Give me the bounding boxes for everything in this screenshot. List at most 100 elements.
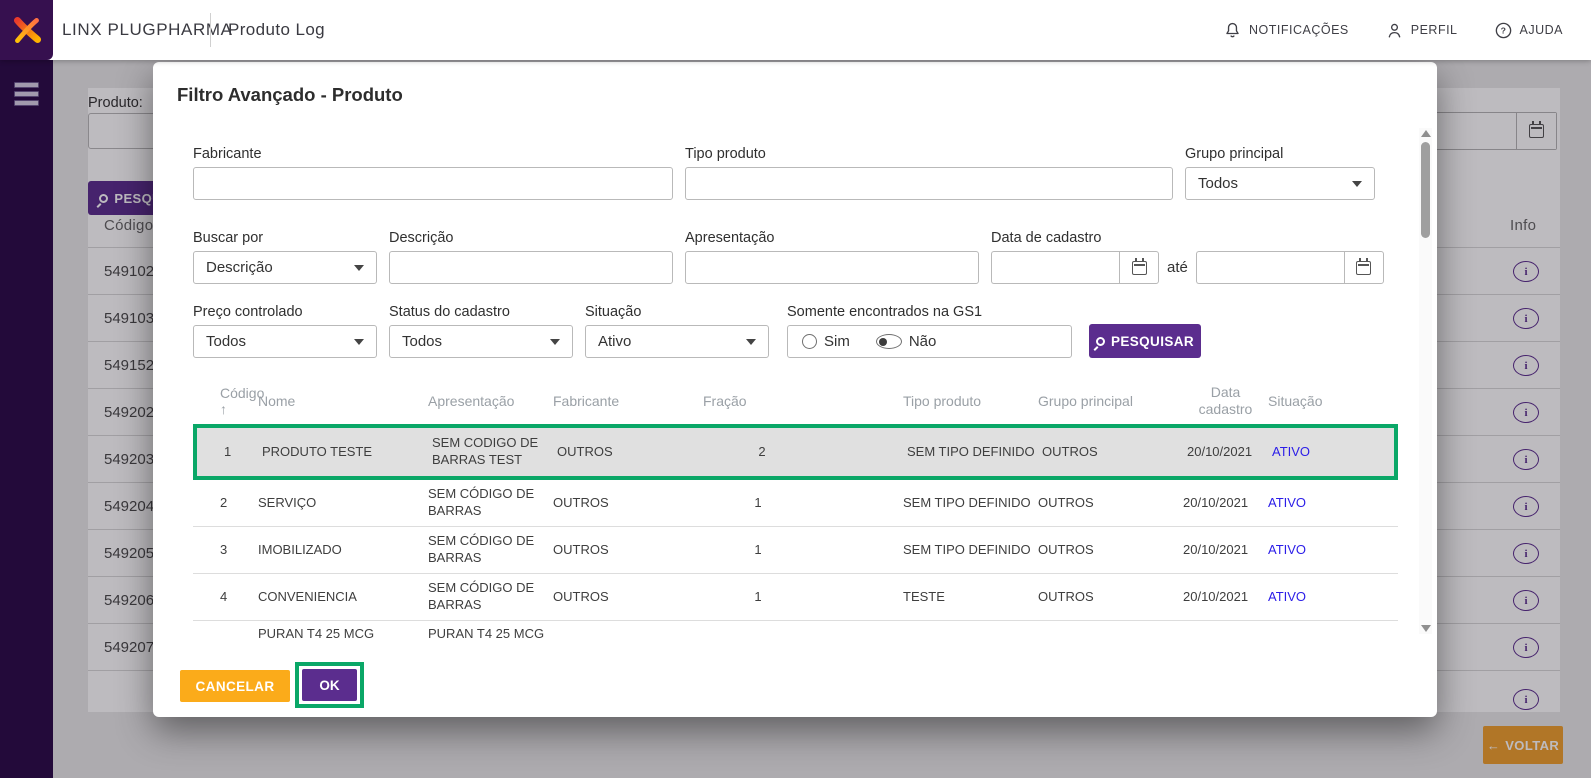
profile-button[interactable]: PERFIL: [1385, 21, 1458, 40]
chevron-down-icon: [1352, 180, 1362, 187]
col-header-apresentacao[interactable]: Apresentação: [428, 393, 515, 409]
cell-nome: PRODUTO TESTE: [262, 443, 373, 459]
cell-nome: IMOBILIZADO: [258, 541, 342, 557]
ok-button-highlight: OK: [295, 662, 364, 708]
arrow-left-icon: ←: [1486, 737, 1501, 753]
info-icon[interactable]: i: [1513, 590, 1539, 611]
search-icon: [99, 193, 109, 203]
brand-name: LINX PLUGPHARMA: [62, 20, 233, 39]
col-header-data-cadastro[interactable]: Data cadastro: [1198, 383, 1253, 418]
table-row[interactable]: 3 IMOBILIZADO SEM CÓDIGO DE BARRAS OUTRO…: [193, 527, 1398, 574]
filtro-avancado-modal: Filtro Avançado - Produto Fabricante Tip…: [153, 62, 1437, 717]
preco-controlado-select[interactable]: Todos: [193, 325, 377, 358]
sidebar: [0, 0, 53, 778]
col-header-fracao[interactable]: Fração: [703, 393, 747, 409]
table-row[interactable]: 4 CONVENIENCIA SEM CÓDIGO DE BARRAS OUTR…: [193, 574, 1398, 621]
col-header-fabricante[interactable]: Fabricante: [553, 393, 620, 409]
calendar-button[interactable]: [1516, 113, 1556, 149]
info-icon[interactable]: i: [1513, 496, 1539, 517]
cell-tipo-produto: SEM TIPO DEFINIDO: [903, 541, 1031, 557]
table-row-selected[interactable]: 1 PRODUTO TESTE SEM CODIGO DE BARRAS TES…: [193, 424, 1398, 480]
app-header: LINX PLUGPHARMA Produto Log NOTIFICAÇÕES…: [0, 0, 1591, 60]
chevron-down-icon: [354, 338, 364, 345]
bg-code-cell: 549204: [104, 498, 155, 515]
col-header-nome[interactable]: Nome: [258, 393, 296, 409]
info-icon[interactable]: i: [1513, 449, 1539, 470]
descricao-input[interactable]: [389, 251, 673, 284]
ok-button[interactable]: OK: [302, 669, 357, 701]
grupo-principal-label: Grupo principal: [1185, 146, 1284, 162]
data-cadastro-ate-input[interactable]: [1195, 251, 1344, 284]
bell-icon: [1226, 22, 1239, 37]
cell-fabricante: OUTROS: [553, 588, 609, 604]
status-cadastro-select[interactable]: Todos: [389, 325, 573, 358]
col-header-tipo-produto[interactable]: Tipo produto: [903, 393, 982, 409]
linx-logo-icon: [13, 16, 41, 44]
preco-controlado-label: Preço controlado: [193, 304, 303, 320]
info-icon[interactable]: i: [1513, 637, 1539, 658]
table-row[interactable]: PURAN T4 25 MCG PURAN T4 25 MCG: [193, 621, 1398, 641]
info-icon[interactable]: i: [1513, 261, 1539, 282]
col-header-grupo-principal[interactable]: Grupo principal: [1038, 393, 1133, 409]
tipo-produto-input[interactable]: [685, 167, 1173, 200]
cell-tipo-produto: SEM TIPO DEFINIDO: [903, 494, 1031, 510]
voltar-button[interactable]: ← VOLTAR: [1483, 726, 1563, 764]
scroll-down-icon[interactable]: [1421, 625, 1431, 632]
data-cadastro-de-input[interactable]: [991, 251, 1119, 284]
col-header-codigo[interactable]: Código ↑: [220, 385, 265, 417]
scrollbar-thumb[interactable]: [1421, 142, 1430, 238]
cell-data-cadastro: 20/10/2021: [1183, 588, 1249, 604]
gs1-radio-group: Sim Não: [787, 325, 1072, 358]
scroll-up-icon[interactable]: [1421, 130, 1431, 137]
apresentacao-input[interactable]: [685, 251, 979, 284]
menu-icon[interactable]: [14, 82, 39, 109]
info-icon[interactable]: i: [1513, 543, 1539, 564]
header-divider: [210, 13, 211, 47]
cancel-button[interactable]: CANCELAR: [180, 670, 290, 702]
cell-fracao: 1: [754, 588, 762, 604]
bg-code-cell: 549205: [104, 545, 155, 562]
cell-fabricante: OUTROS: [553, 494, 609, 510]
cell-fracao: 1: [754, 541, 762, 557]
cell-data-cadastro: 20/10/2021: [1183, 541, 1249, 557]
fabricante-input[interactable]: [193, 167, 673, 200]
calendar-button[interactable]: [1119, 251, 1159, 284]
bg-code-cell: 549202: [104, 404, 155, 421]
calendar-icon: [1529, 121, 1544, 138]
modal-scrollbar[interactable]: [1419, 128, 1432, 634]
cell-nome: CONVENIENCIA: [258, 588, 357, 604]
bg-column-header-info: Info: [1510, 217, 1537, 234]
cell-codigo: 4: [220, 588, 228, 604]
info-icon[interactable]: i: [1513, 689, 1539, 710]
bg-code-cell: 549203: [104, 451, 155, 468]
cell-codigo: 1: [224, 443, 232, 459]
apresentacao-label: Apresentação: [685, 230, 775, 246]
info-icon[interactable]: i: [1513, 355, 1539, 376]
info-icon[interactable]: i: [1513, 402, 1539, 423]
situacao-select[interactable]: Ativo: [585, 325, 769, 358]
cell-tipo-produto: TESTE: [903, 588, 945, 604]
notifications-button[interactable]: NOTIFICAÇÕES: [1223, 21, 1349, 40]
buscar-por-select[interactable]: Descrição: [193, 251, 377, 284]
bg-code-cell: 549152: [104, 357, 155, 374]
gs1-radio-nao[interactable]: Não: [875, 333, 936, 350]
cell-fabricante: OUTROS: [557, 443, 613, 459]
help-button[interactable]: ? AJUDA: [1494, 21, 1563, 40]
grupo-principal-select[interactable]: Todos: [1185, 167, 1375, 200]
modal-pesquisar-button[interactable]: PESQUISAR: [1089, 324, 1201, 358]
cell-situacao: ATIVO: [1268, 541, 1307, 557]
cell-situacao: ATIVO: [1268, 494, 1307, 510]
cell-apresentacao: SEM CÓDIGO DE BARRAS: [428, 580, 535, 612]
table-row[interactable]: 2 SERVIÇO SEM CÓDIGO DE BARRAS OUTROS 1 …: [193, 480, 1398, 527]
info-icon[interactable]: i: [1513, 308, 1539, 329]
cell-grupo-principal: OUTROS: [1038, 541, 1094, 557]
bg-code-cell: 549102: [104, 263, 155, 280]
linx-logo[interactable]: [0, 0, 53, 60]
ate-label: até: [1167, 259, 1188, 276]
cell-nome: PURAN T4 25 MCG: [258, 626, 375, 641]
results-table: Código ↑ Nome Apresentação Fabricante Fr…: [193, 378, 1398, 641]
calendar-button[interactable]: [1343, 251, 1384, 284]
gs1-radio-sim[interactable]: Sim: [802, 333, 850, 350]
col-header-situacao[interactable]: Situação: [1268, 393, 1323, 409]
modal-title: Filtro Avançado - Produto: [177, 84, 403, 105]
